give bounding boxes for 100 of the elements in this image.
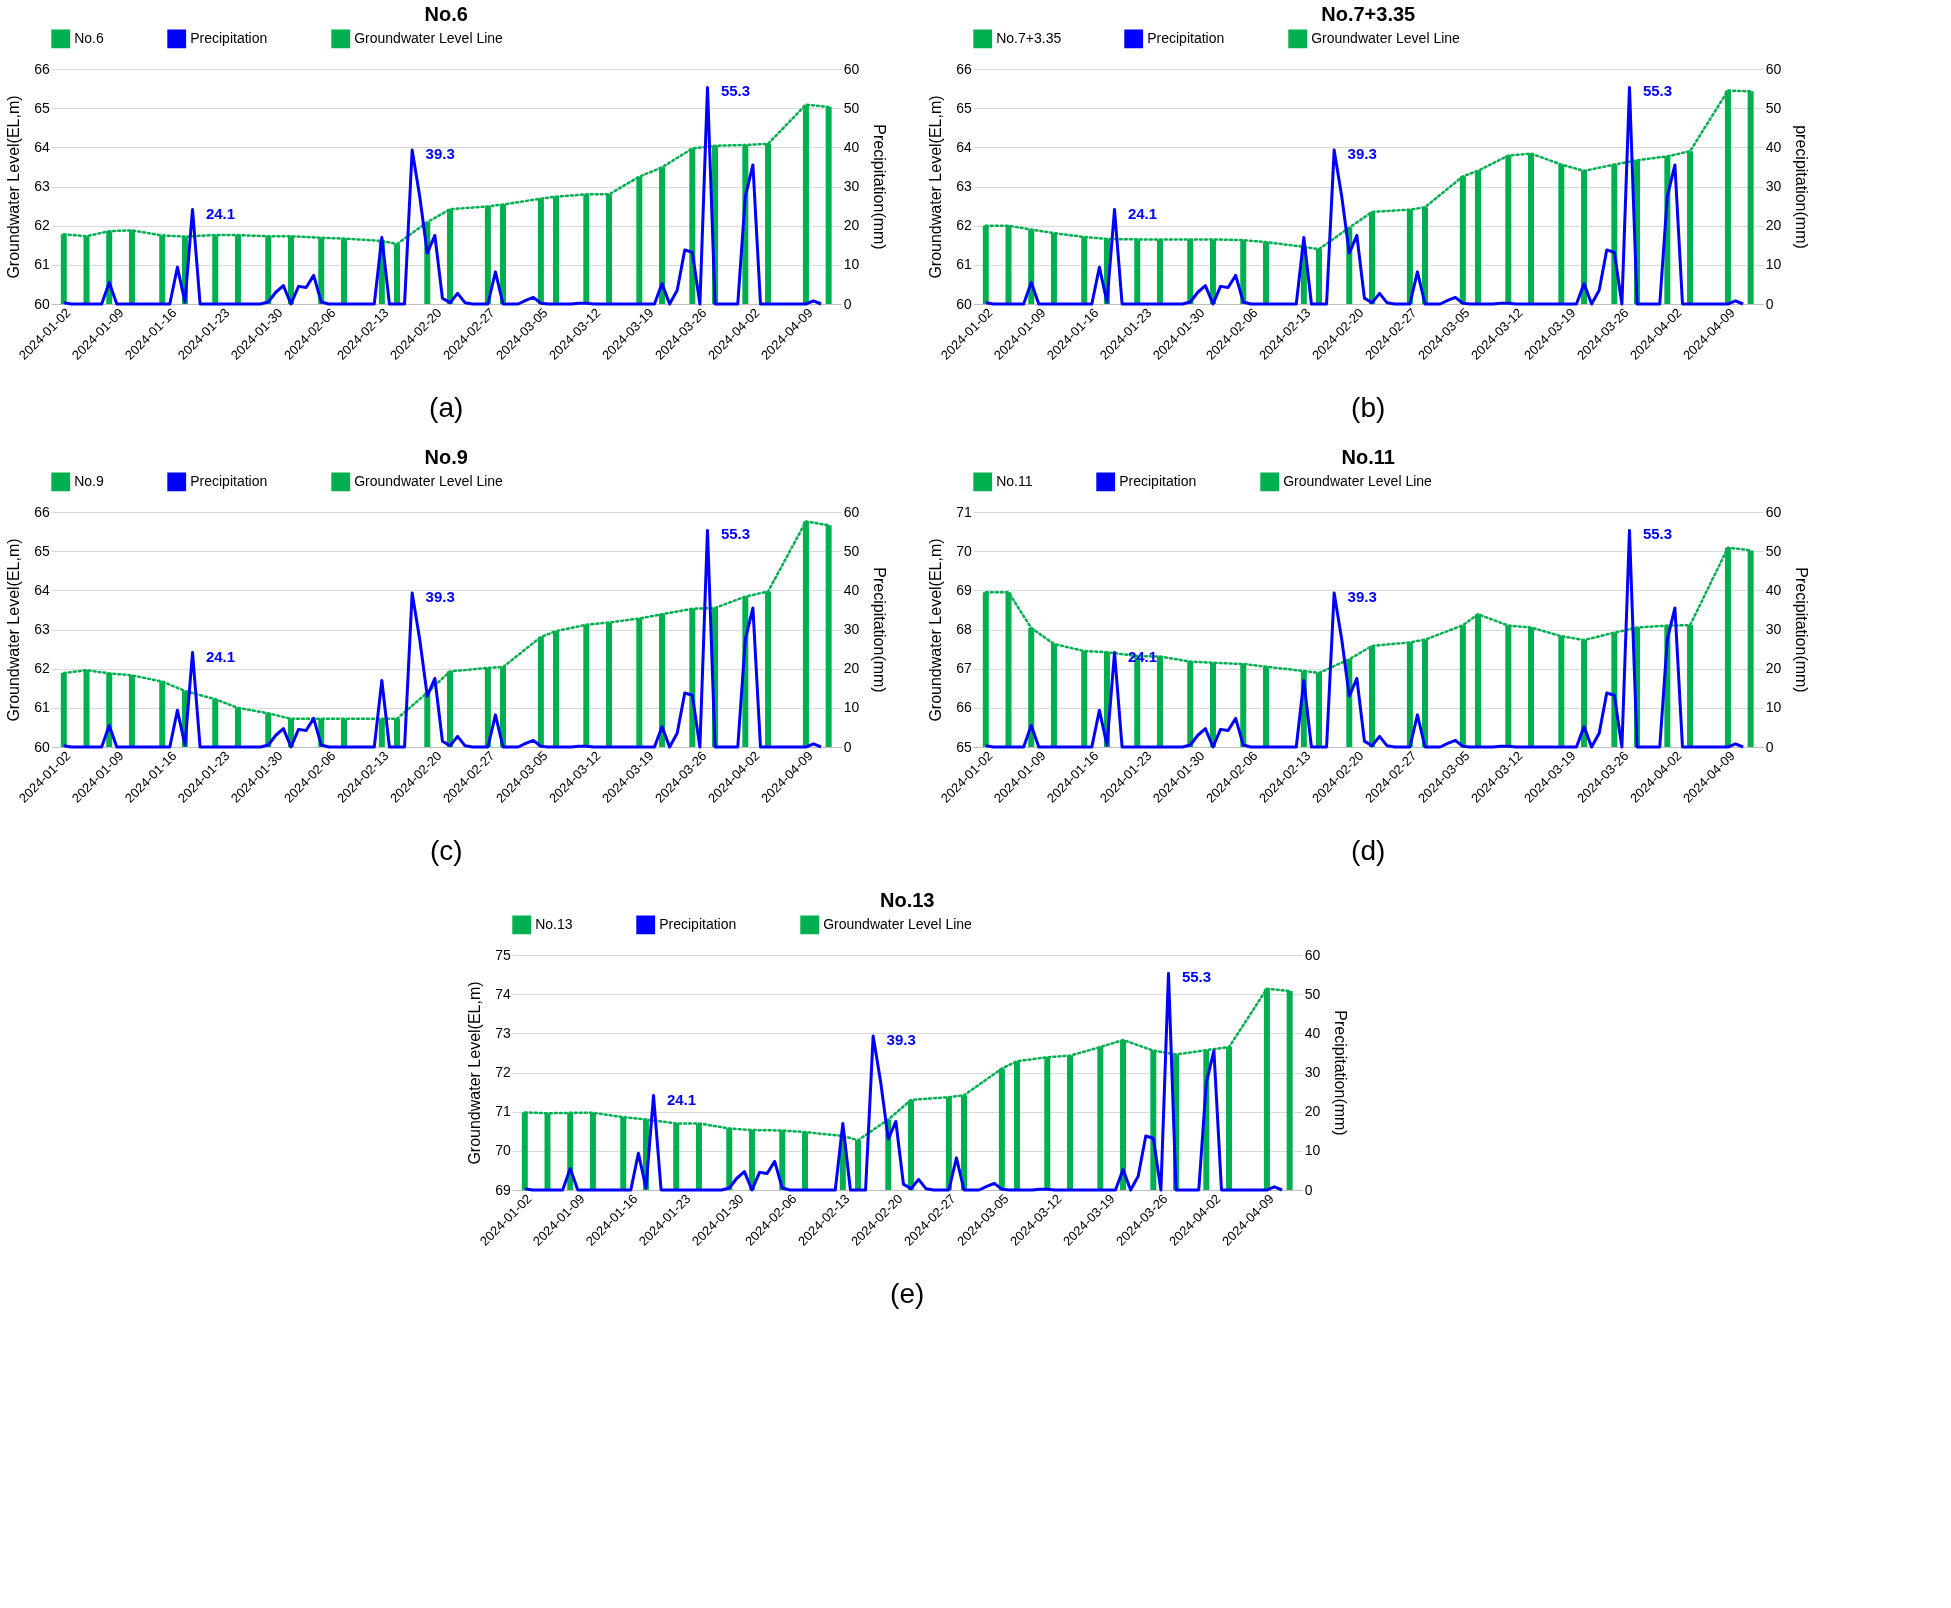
data-label: 39.3 <box>886 1031 916 1049</box>
legend-label: Groundwater Level Line <box>354 472 504 489</box>
y-tick-label: 65 <box>34 542 50 559</box>
y-tick-label: 71 <box>495 1103 511 1120</box>
y-tick-label: 62 <box>34 660 50 677</box>
line-series <box>984 528 1745 749</box>
data-label: 55.3 <box>1642 525 1673 543</box>
y-tick-label: 66 <box>34 503 50 520</box>
data-label: 39.3 <box>1347 145 1377 163</box>
legend-label: Groundwater Level Line <box>1283 472 1433 489</box>
y2-tick-label: 10 <box>843 699 860 716</box>
y2-tick-label: 20 <box>1765 660 1782 677</box>
y2-tick-label: 40 <box>1304 1024 1321 1041</box>
y2-tick-label: 10 <box>1304 1142 1321 1159</box>
data-label: 39.3 <box>1347 588 1377 606</box>
legend-label: Precipitation <box>190 472 268 489</box>
data-label: 24.1 <box>205 204 236 222</box>
legend-label: Groundwater Level Line <box>354 29 504 46</box>
line-series <box>984 85 1745 306</box>
text: (c) <box>429 835 463 866</box>
y2-tick-label: 50 <box>1765 99 1782 116</box>
legend-label: Groundwater Level Line <box>1311 29 1461 46</box>
y-tick-label: 65 <box>956 99 972 116</box>
y-tick-label: 70 <box>495 1142 511 1159</box>
y2-tick-label: 40 <box>1765 138 1782 155</box>
y2-tick-label: 0 <box>1765 295 1774 312</box>
y2-tick-label: 30 <box>843 178 860 194</box>
y-tick-label: 71 <box>956 503 972 520</box>
y2-tick-label: 60 <box>1304 946 1321 963</box>
y2-tick-label: 0 <box>1765 738 1774 755</box>
y-tick-label: 66 <box>956 699 972 716</box>
text: (e) <box>890 1278 925 1309</box>
y-tick-label: 65 <box>34 99 50 116</box>
legend-label: No.13 <box>535 915 573 932</box>
y-tick-label: 60 <box>34 738 50 755</box>
y-tick-label: 63 <box>34 178 50 194</box>
y-axis-title: Groundwater Level(EL,m) <box>5 538 23 722</box>
legend-label: No.6 <box>74 29 104 46</box>
chart-title: No.11 <box>1341 446 1395 468</box>
data-label: 55.3 <box>720 82 751 100</box>
y2-tick-label: 20 <box>843 217 860 234</box>
chart-title: No.7+3.35 <box>1321 3 1416 25</box>
y2-tick-label: 10 <box>843 256 860 273</box>
data-label: 39.3 <box>425 145 455 163</box>
y-axis-title: Groundwater Level(EL,m) <box>5 95 23 279</box>
y2-tick-label: 20 <box>1765 217 1782 234</box>
line-series <box>523 971 1284 1192</box>
y2-tick-label: 60 <box>1765 60 1782 77</box>
data-label: 39.3 <box>425 588 455 606</box>
y-tick-label: 61 <box>34 256 50 273</box>
text: (b) <box>1351 392 1386 423</box>
legend-label: Groundwater Level Line <box>823 915 973 932</box>
legend-label: Precipitation <box>1119 472 1197 489</box>
y2-tick-label: 30 <box>1304 1064 1321 1080</box>
y-axis-title: Groundwater Level(EL,m) <box>927 538 945 722</box>
y2-tick-label: 50 <box>1765 542 1782 559</box>
y-axis-title: Groundwater Level(EL,m) <box>927 95 945 279</box>
y2-tick-label: 60 <box>1765 503 1782 520</box>
y2-axis-title: Precipitation(mm) <box>871 124 889 250</box>
data-label: 55.3 <box>1642 82 1673 100</box>
chart-title: No.13 <box>879 889 935 911</box>
y-tick-label: 64 <box>956 138 972 155</box>
y2-tick-label: 30 <box>1765 178 1782 194</box>
y-tick-label: 70 <box>956 542 972 559</box>
y2-tick-label: 40 <box>843 581 860 598</box>
legend-label: Precipitation <box>659 915 737 932</box>
line-series <box>62 85 823 306</box>
y-tick-label: 60 <box>34 295 50 312</box>
y2-tick-label: 40 <box>843 138 860 155</box>
y2-axis-title: Precipitation(mm) <box>1332 1010 1350 1136</box>
legend-label: Precipitation <box>190 29 268 46</box>
legend-label: No.7+3.35 <box>996 29 1062 46</box>
line-series <box>62 528 823 749</box>
legend-label: Precipitation <box>1147 29 1225 46</box>
y-tick-label: 75 <box>495 946 511 963</box>
y2-tick-label: 20 <box>843 660 860 677</box>
y2-tick-label: 50 <box>843 99 860 116</box>
chart-title: No.9 <box>424 446 468 468</box>
y-axis-title: Groundwater Level(EL,m) <box>466 981 484 1165</box>
y-tick-label: 69 <box>495 1181 511 1198</box>
y2-tick-label: 40 <box>1765 581 1782 598</box>
y-tick-label: 63 <box>956 178 972 194</box>
legend-label: No.11 <box>996 472 1033 489</box>
data-label: 55.3 <box>1181 968 1212 986</box>
y2-tick-label: 50 <box>843 542 860 559</box>
chart-title: No.6 <box>424 3 468 25</box>
y2-axis-title: Precipitation(mm) <box>871 567 889 693</box>
y-tick-label: 74 <box>495 985 511 1002</box>
y-tick-label: 73 <box>495 1024 511 1041</box>
y-tick-label: 64 <box>34 581 50 598</box>
data-label: 24.1 <box>666 1090 697 1108</box>
y2-tick-label: 60 <box>843 503 860 520</box>
text: (d) <box>1351 835 1386 866</box>
y2-tick-label: 0 <box>843 295 852 312</box>
data-label: 24.1 <box>205 647 236 665</box>
y2-tick-label: 0 <box>843 738 852 755</box>
y-tick-label: 69 <box>956 581 972 598</box>
y-tick-label: 61 <box>956 256 972 273</box>
y2-tick-label: 10 <box>1765 699 1782 716</box>
y2-tick-label: 20 <box>1304 1103 1321 1120</box>
